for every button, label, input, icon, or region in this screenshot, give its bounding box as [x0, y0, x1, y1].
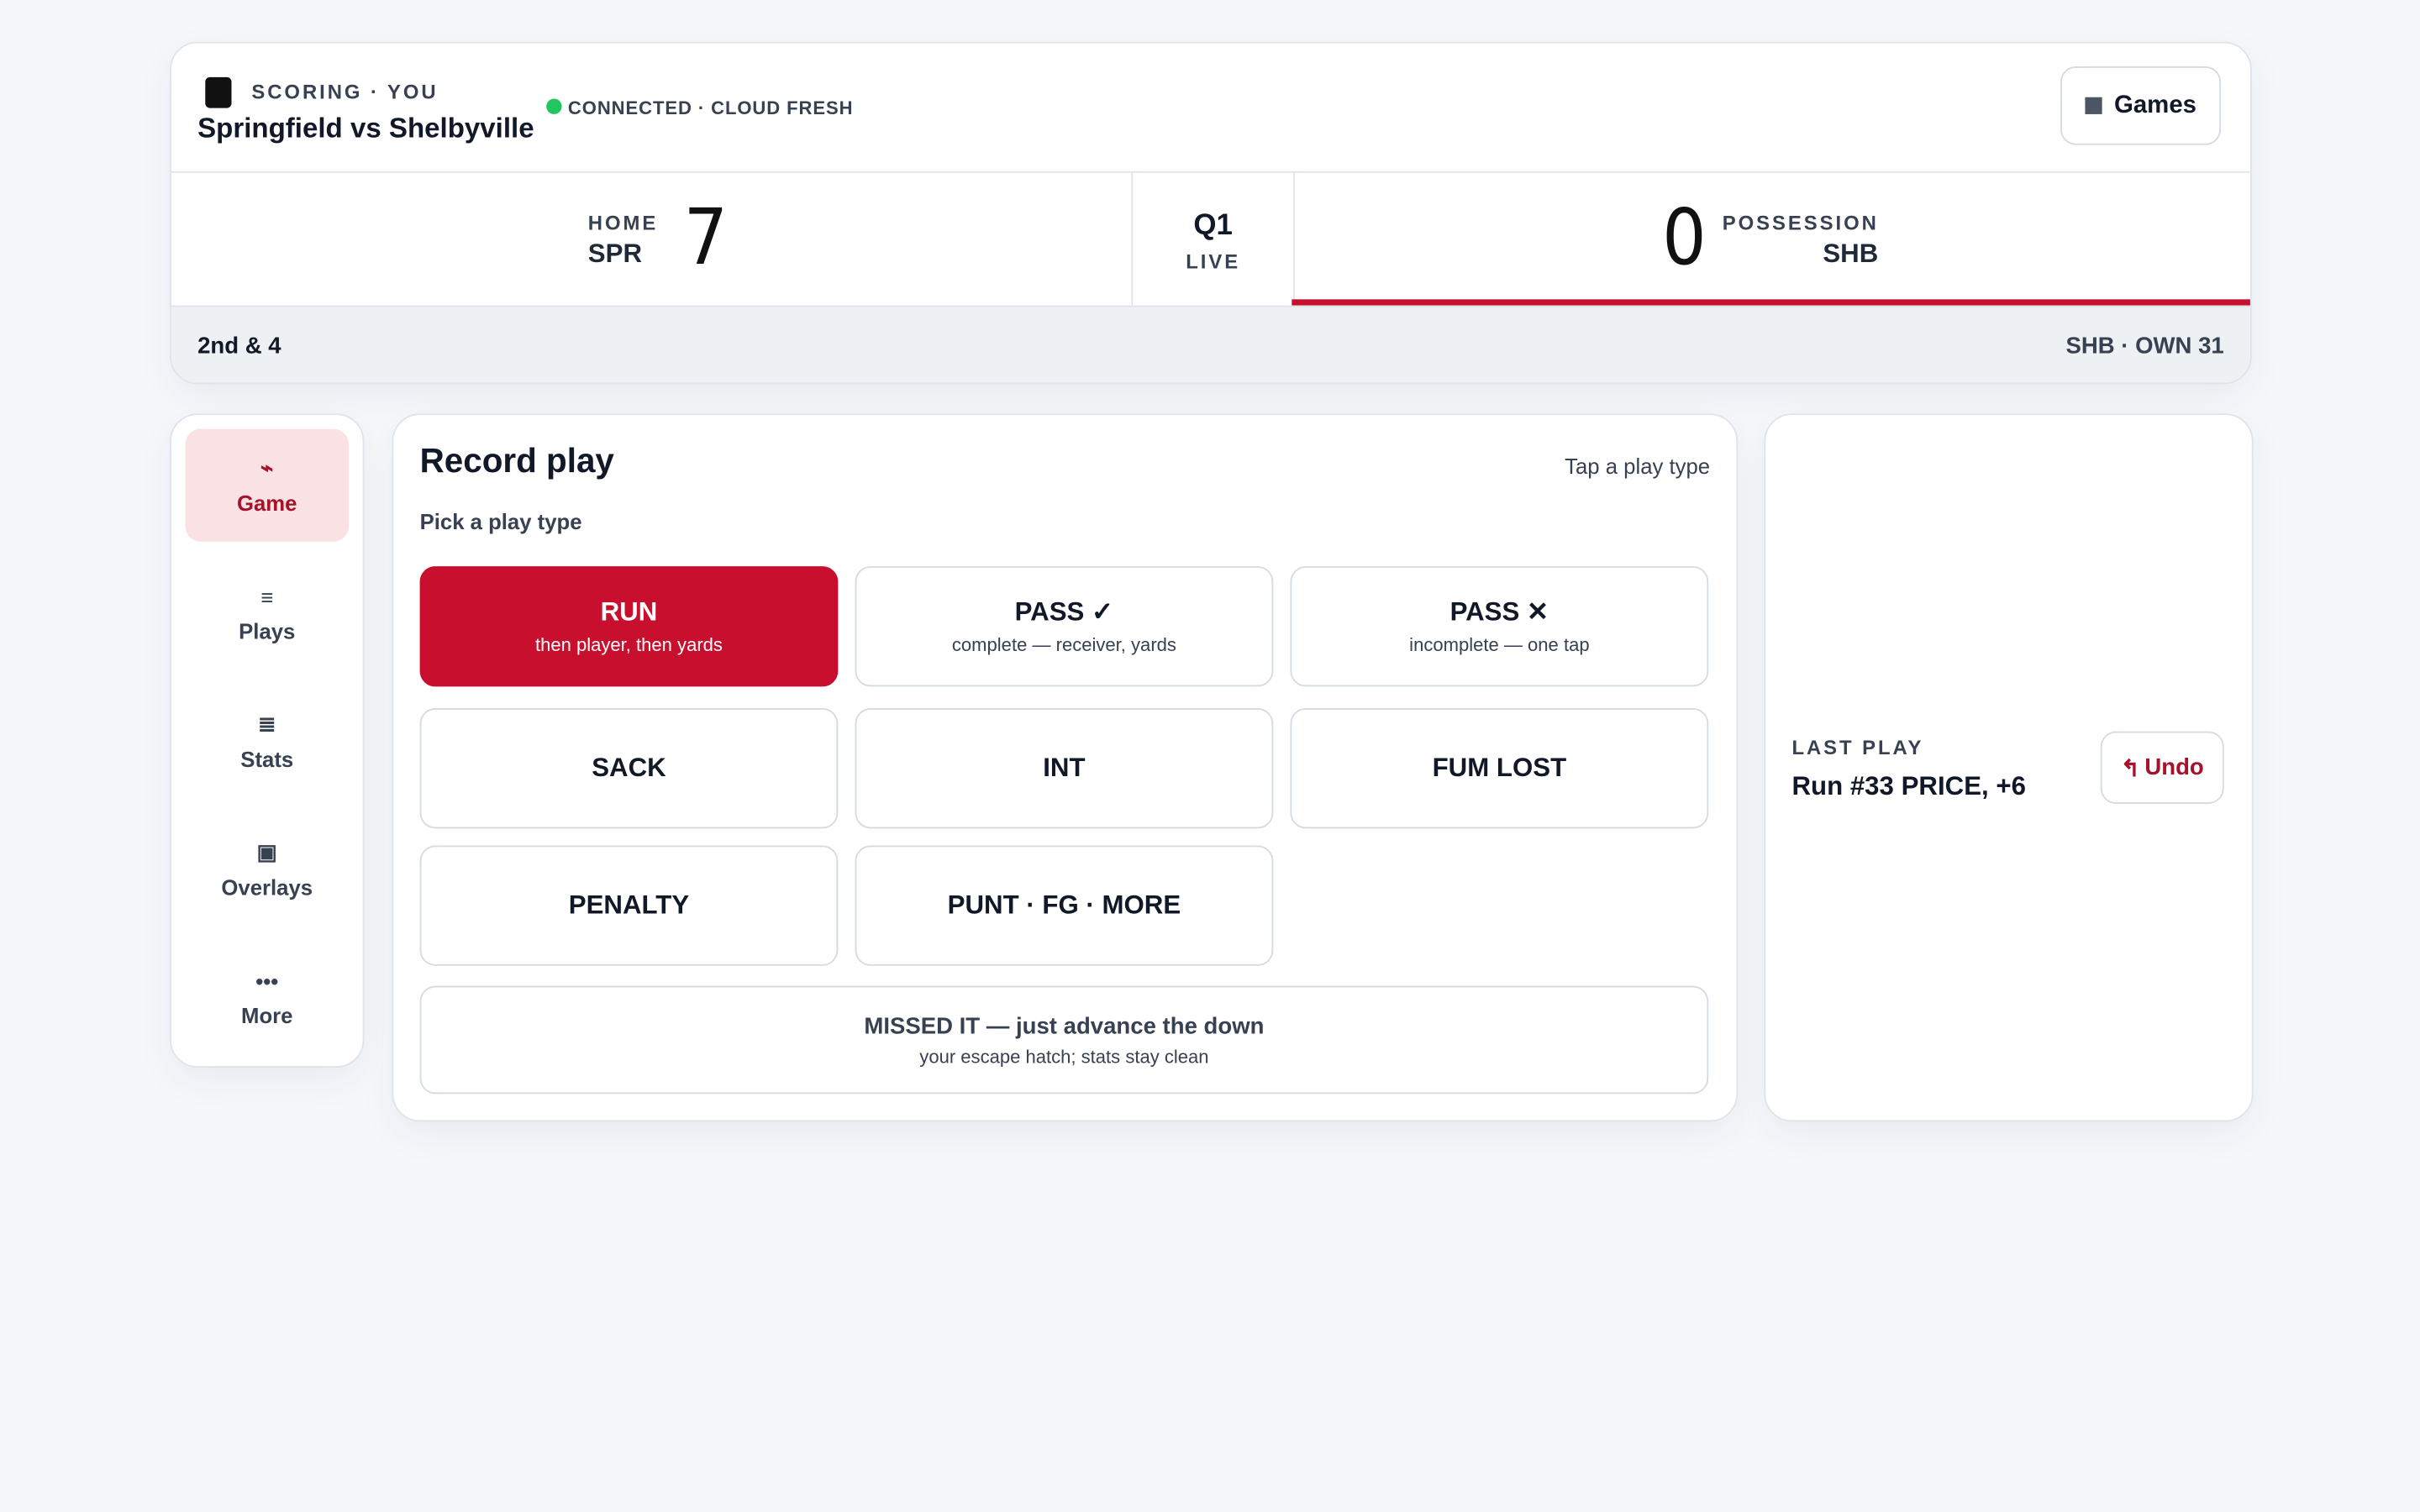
nav-icon: ▣	[256, 839, 277, 864]
play-label: FUM LOST	[1432, 753, 1567, 783]
games-button[interactable]: Games	[2060, 66, 2222, 145]
play-label: PUNT · FG · MORE	[947, 890, 1181, 920]
nav-icon: •••	[255, 968, 279, 993]
play-sub: incomplete — one tap	[1409, 633, 1590, 656]
play-button[interactable]: PUNT · FG · MORE	[855, 845, 1274, 966]
last-play-text: Run #33 PRICE, +6	[1791, 771, 2026, 801]
quarter: Q1	[1193, 209, 1233, 243]
nav-label: More	[241, 1001, 293, 1027]
nav-label: Game	[236, 491, 297, 516]
field-position: SHB · OWN 31	[2065, 333, 2224, 360]
play-button[interactable]: PASS ✓ complete — receiver, yards	[855, 566, 1274, 687]
record-hint: Tap a play type	[1565, 454, 1711, 479]
last-play-label: LAST PLAY	[1791, 736, 1924, 759]
missed-sub: your escape hatch; stats stay clean	[919, 1045, 1209, 1068]
possession-label: POSSESSION	[1722, 211, 1879, 235]
logo	[205, 76, 232, 108]
play-label: PASS ✕	[1449, 596, 1549, 627]
nav-icon: ≣	[257, 711, 276, 737]
match-title: Springfield vs Shelbyville	[197, 113, 534, 144]
play-button[interactable]: INT	[855, 708, 1274, 829]
undo-icon: ↰	[2120, 755, 2140, 782]
home-label: HOME	[587, 211, 659, 235]
record-title: Record play	[419, 441, 614, 480]
play-button[interactable]: PENALTY	[419, 845, 839, 966]
down-distance: 2nd & 4	[197, 333, 281, 360]
nav-label: Stats	[240, 746, 294, 772]
status-dot	[546, 98, 562, 114]
nav-item[interactable]: ≣ Stats	[185, 685, 349, 798]
play-label: PENALTY	[568, 890, 690, 920]
game-status: LIVE	[1186, 249, 1241, 274]
header-label: SCORING · YOU	[251, 80, 439, 104]
nav-item[interactable]: ••• More	[185, 941, 349, 1053]
quarter-cell: Q1 LIVE	[1131, 171, 1296, 306]
possession-bar	[1292, 299, 2250, 306]
record-subtitle: Pick a play type	[419, 509, 582, 534]
divider	[171, 171, 2250, 173]
nav-item[interactable]: ▣ Overlays	[185, 813, 349, 926]
missed-button[interactable]: MISSED IT — just advance the down your es…	[419, 985, 1709, 1095]
header-card: SCORING · YOU Springfield vs Shelbyville…	[170, 41, 2252, 385]
situation-bar: 2nd & 4 SHB · OWN 31	[171, 305, 2250, 383]
nav-label: Overlays	[221, 874, 313, 900]
nav-item[interactable]: ⌁ Game	[185, 428, 350, 542]
play-label: INT	[1043, 753, 1086, 783]
nav-icon: ⌁	[260, 454, 274, 480]
play-label: RUN	[600, 596, 658, 627]
record-play-card: Record play Tap a play type Pick a play …	[392, 413, 1739, 1122]
home-team: SPR	[587, 239, 643, 269]
undo-label: Undo	[2144, 754, 2204, 781]
play-button[interactable]: SACK	[419, 708, 839, 829]
play-sub: then player, then yards	[534, 633, 723, 656]
play-button[interactable]: FUM LOST	[1290, 708, 1709, 829]
last-play-card: LAST PLAY Run #33 PRICE, +6 ↰ Undo	[1764, 413, 2254, 1122]
games-icon	[2085, 97, 2102, 114]
nav-label: Plays	[239, 617, 296, 643]
away-team: SHB	[1823, 239, 1879, 269]
nav-card: ⌁ Game ≡ Plays ≣ Stats ▣ Overlays ••• More	[170, 413, 365, 1068]
play-label: PASS ✓	[1014, 596, 1114, 627]
undo-button[interactable]: ↰ Undo	[2100, 731, 2224, 804]
games-label: Games	[2113, 92, 2197, 118]
nav-item[interactable]: ≡ Plays	[185, 557, 349, 669]
play-button[interactable]: RUN then player, then yards	[419, 566, 839, 687]
play-label: SACK	[592, 753, 666, 783]
nav-icon: ≡	[260, 584, 274, 609]
play-button[interactable]: PASS ✕ incomplete — one tap	[1290, 566, 1709, 687]
connection-status: CONNECTED · CLOUD FRESH	[567, 97, 854, 119]
missed-label: MISSED IT — just advance the down	[864, 1012, 1265, 1040]
play-sub: complete — receiver, yards	[951, 633, 1176, 656]
home-score: 7	[683, 192, 729, 283]
away-score: 0	[1662, 192, 1707, 283]
